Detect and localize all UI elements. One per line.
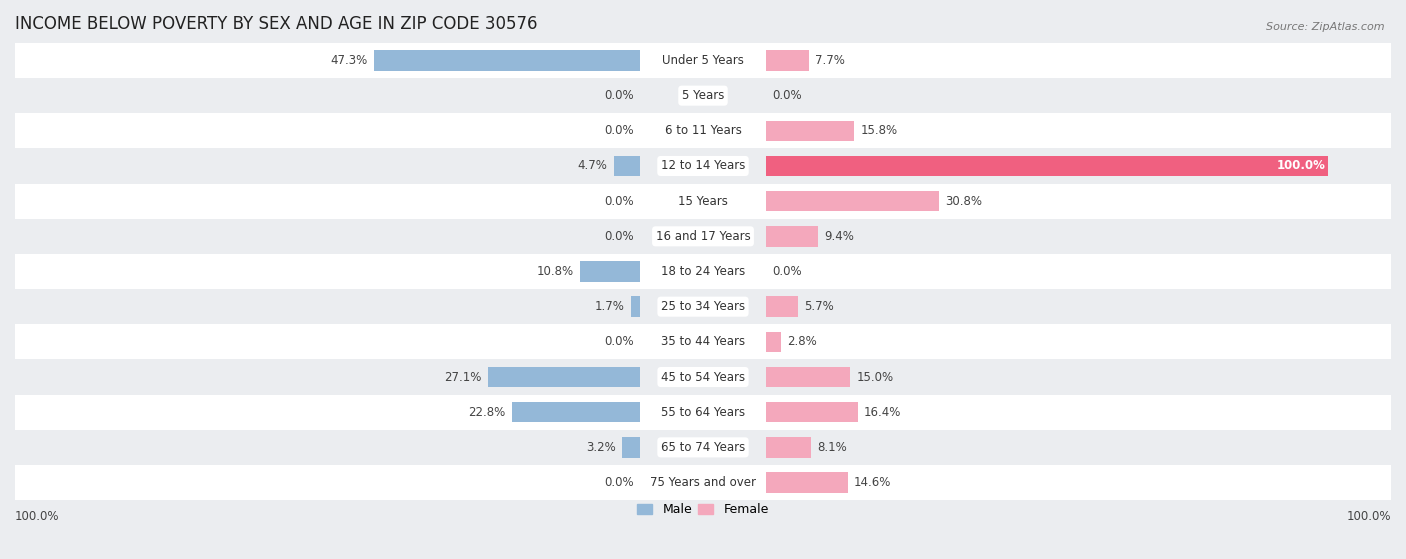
Text: 15 Years: 15 Years <box>678 195 728 207</box>
Text: 65 to 74 Years: 65 to 74 Years <box>661 441 745 454</box>
Text: 6 to 11 Years: 6 to 11 Years <box>665 124 741 138</box>
Bar <box>15 148 1391 183</box>
Text: 30.8%: 30.8% <box>945 195 983 207</box>
Text: 16.4%: 16.4% <box>865 406 901 419</box>
Text: 15.8%: 15.8% <box>860 124 898 138</box>
Bar <box>15 43 1391 78</box>
Text: 12 to 14 Years: 12 to 14 Years <box>661 159 745 173</box>
Text: 5 Years: 5 Years <box>682 89 724 102</box>
Text: 0.0%: 0.0% <box>605 195 634 207</box>
Bar <box>765 296 797 317</box>
Bar <box>765 121 855 141</box>
Bar <box>765 367 851 387</box>
Bar <box>488 367 641 387</box>
Bar <box>614 156 641 176</box>
Text: 0.0%: 0.0% <box>772 265 801 278</box>
Text: 100.0%: 100.0% <box>1277 159 1326 173</box>
Bar <box>374 50 641 70</box>
Text: 0.0%: 0.0% <box>605 335 634 348</box>
Text: 100.0%: 100.0% <box>15 510 59 523</box>
Text: 75 Years and over: 75 Years and over <box>650 476 756 489</box>
Text: 55 to 64 Years: 55 to 64 Years <box>661 406 745 419</box>
Text: 10.8%: 10.8% <box>536 265 574 278</box>
Bar <box>765 437 811 458</box>
Bar <box>631 296 641 317</box>
Bar <box>512 402 641 423</box>
Bar <box>15 430 1391 465</box>
Bar <box>765 472 848 492</box>
Text: 100.0%: 100.0% <box>1347 510 1391 523</box>
Text: 5.7%: 5.7% <box>804 300 834 313</box>
Text: 8.1%: 8.1% <box>817 441 848 454</box>
Bar <box>15 183 1391 219</box>
Text: 47.3%: 47.3% <box>330 54 368 67</box>
Bar <box>15 465 1391 500</box>
Text: 2.8%: 2.8% <box>787 335 817 348</box>
Text: Under 5 Years: Under 5 Years <box>662 54 744 67</box>
Text: 35 to 44 Years: 35 to 44 Years <box>661 335 745 348</box>
Text: 9.4%: 9.4% <box>825 230 855 243</box>
Text: 0.0%: 0.0% <box>605 89 634 102</box>
Text: 0.0%: 0.0% <box>772 89 801 102</box>
Text: 14.6%: 14.6% <box>853 476 891 489</box>
Text: 22.8%: 22.8% <box>468 406 506 419</box>
Text: Source: ZipAtlas.com: Source: ZipAtlas.com <box>1267 22 1385 32</box>
Bar <box>15 78 1391 113</box>
Text: 1.7%: 1.7% <box>595 300 624 313</box>
Bar <box>15 359 1391 395</box>
Bar <box>765 191 939 211</box>
Text: 15.0%: 15.0% <box>856 371 893 383</box>
Text: 16 and 17 Years: 16 and 17 Years <box>655 230 751 243</box>
Text: 45 to 54 Years: 45 to 54 Years <box>661 371 745 383</box>
Text: 0.0%: 0.0% <box>605 230 634 243</box>
Bar <box>623 437 641 458</box>
Bar <box>15 395 1391 430</box>
Bar <box>15 254 1391 289</box>
Bar <box>579 261 641 282</box>
Bar <box>15 289 1391 324</box>
Text: 25 to 34 Years: 25 to 34 Years <box>661 300 745 313</box>
Text: 3.2%: 3.2% <box>586 441 616 454</box>
Bar <box>765 50 808 70</box>
Text: 4.7%: 4.7% <box>578 159 607 173</box>
Bar <box>765 402 858 423</box>
Text: 18 to 24 Years: 18 to 24 Years <box>661 265 745 278</box>
Bar <box>15 324 1391 359</box>
Text: 0.0%: 0.0% <box>605 476 634 489</box>
Bar <box>15 113 1391 148</box>
Text: 27.1%: 27.1% <box>444 371 482 383</box>
Text: 0.0%: 0.0% <box>605 124 634 138</box>
Bar <box>15 219 1391 254</box>
Legend: Male, Female: Male, Female <box>633 498 773 522</box>
Text: INCOME BELOW POVERTY BY SEX AND AGE IN ZIP CODE 30576: INCOME BELOW POVERTY BY SEX AND AGE IN Z… <box>15 15 537 33</box>
Bar <box>765 226 818 247</box>
Bar <box>765 331 782 352</box>
Bar <box>765 156 1329 176</box>
Text: 7.7%: 7.7% <box>815 54 845 67</box>
